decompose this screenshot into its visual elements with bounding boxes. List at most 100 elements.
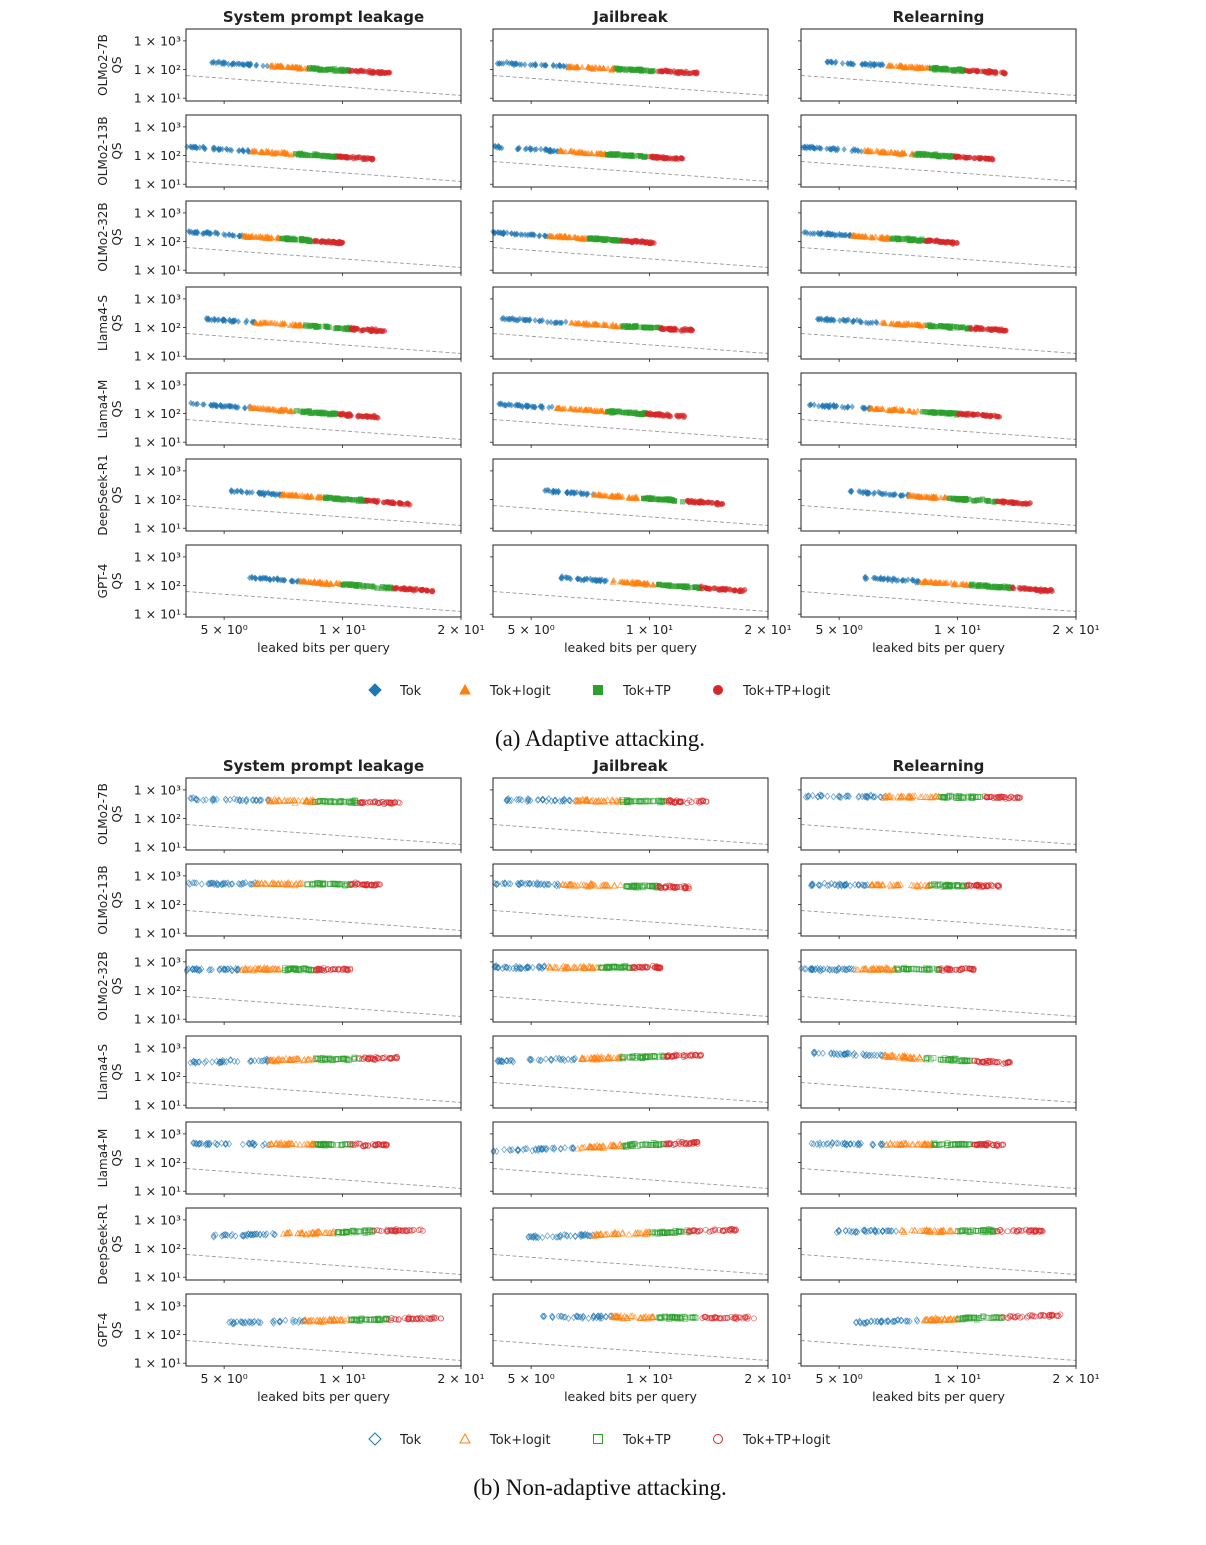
y-tick-label: 1 × 10² [134, 983, 181, 998]
point-tok-tp-logit [956, 153, 962, 160]
point-tok [847, 59, 854, 67]
column-title: Jailbreak [592, 757, 668, 775]
row-label: OLMo2-7B [96, 34, 110, 96]
point-tok-logit [268, 148, 276, 155]
point-tok-logit [278, 63, 286, 70]
subplot [490, 286, 769, 362]
point-tok-tp-logit [936, 239, 943, 246]
point-tok-logit [892, 62, 900, 69]
point-tok-tp [679, 583, 685, 589]
point-tok-tp-logit [628, 238, 635, 245]
subplot [490, 949, 769, 1025]
point-tok-tp [356, 583, 362, 589]
point-tok-tp [633, 324, 639, 330]
axes-frame [800, 949, 1077, 1023]
point-tok-tp [308, 322, 314, 329]
point-tok-tp-logit [978, 155, 985, 161]
reference-line [492, 824, 769, 845]
point-tok-tp [312, 66, 319, 72]
point-tok-tp-logit [675, 414, 682, 420]
point-tok-tp-logit [974, 68, 980, 74]
y-tick-label: 1 × 10² [134, 320, 181, 335]
point-tok-logit [285, 63, 293, 70]
point-tok-tp [337, 325, 343, 332]
point-tok-tp-logit [645, 411, 651, 418]
reference-line [492, 419, 769, 440]
point-tok-tp-logit [350, 326, 357, 333]
point-tok-tp [941, 323, 947, 330]
point-tok-tp-logit [418, 587, 425, 594]
point-tok [839, 59, 846, 67]
y-axis-label: QS [110, 314, 124, 331]
point-tok-tp-logit [983, 413, 990, 419]
point-tok-tp-logit [968, 325, 974, 332]
x-tick-label: 5 × 10⁰ [815, 622, 862, 637]
point-tok-tp-logit [664, 154, 670, 161]
point-tok-tp [311, 152, 318, 159]
point-tok-tp [934, 324, 940, 330]
point-tok-tp [889, 236, 895, 242]
point-tok-tp [662, 496, 668, 503]
legend-label: Tok+logit [489, 684, 551, 699]
point-tok-tp [648, 324, 654, 331]
y-tick-label: 1 × 10¹ [134, 926, 181, 941]
point-tok-tp [942, 410, 949, 416]
point-tok-tp [339, 66, 345, 72]
y-tick-label: 1 × 10² [134, 811, 181, 826]
point-tok-tp [639, 67, 645, 73]
point-tok-tp [320, 152, 327, 159]
x-tick-label: 2 × 10¹ [744, 622, 791, 637]
point-tok-tp-logit [375, 70, 381, 76]
point-tok-tp [953, 68, 959, 74]
panel-adaptive: System prompt leakage Jailbreak Relearning… [96, 8, 1100, 751]
point-tok-tp [653, 324, 659, 331]
point-tok-logit [297, 64, 304, 71]
point-tok-tp [587, 235, 593, 241]
point-tok-tp-logit [429, 588, 436, 595]
legend-item: Tok+logit [459, 683, 551, 699]
point-tok-tp-logit [691, 499, 697, 505]
reference-line [492, 161, 769, 182]
point-tok-logit [604, 65, 612, 72]
point-tok [532, 61, 538, 69]
point-tok-tp-logit [678, 69, 685, 76]
point-tok-tp-logit [683, 68, 689, 75]
point-tok-tp-logit [1000, 498, 1006, 505]
point-tok-tp-logit [985, 67, 992, 74]
y-tick-label: 1 × 10¹ [134, 840, 181, 855]
point-tok-tp-logit [665, 68, 671, 74]
point-tok-tp-logit [1017, 586, 1024, 592]
reference-line [185, 247, 462, 268]
point-tok-tp [313, 324, 319, 331]
column-title: Relearning [893, 8, 985, 26]
point-tok-tp [635, 411, 641, 417]
point-tok-tp [944, 153, 950, 159]
legend-label: Tok [399, 684, 422, 699]
point-tok [246, 148, 252, 155]
point-tok-tp [306, 238, 313, 245]
point-tok-tp-logit [659, 325, 665, 332]
point-tok-tp [306, 66, 312, 72]
column-title: Relearning [893, 757, 985, 775]
reference-line [185, 161, 462, 182]
legend: Tok Tok+logit Tok+TP Tok+TP+logit [368, 683, 830, 699]
subplot [798, 458, 1077, 534]
point-tok-tp [289, 237, 296, 243]
point-tok-tp [605, 152, 611, 158]
axes-frame [492, 458, 769, 532]
point-tok-logit [616, 881, 625, 888]
point-tok-tp-logit [402, 586, 408, 593]
point-tok-tp-logit [312, 237, 318, 244]
x-axis-label: leaked bits per query [257, 640, 390, 655]
point-tok-tp-logit [976, 325, 982, 331]
point-tok [235, 60, 242, 68]
point-tok-tp [962, 495, 968, 502]
y-tick-label: 1 × 10³ [134, 377, 181, 392]
point-tok-tp-logit [389, 499, 396, 505]
y-tick-label: 1 × 10² [134, 406, 181, 421]
point-tok-tp-logit [986, 155, 992, 162]
